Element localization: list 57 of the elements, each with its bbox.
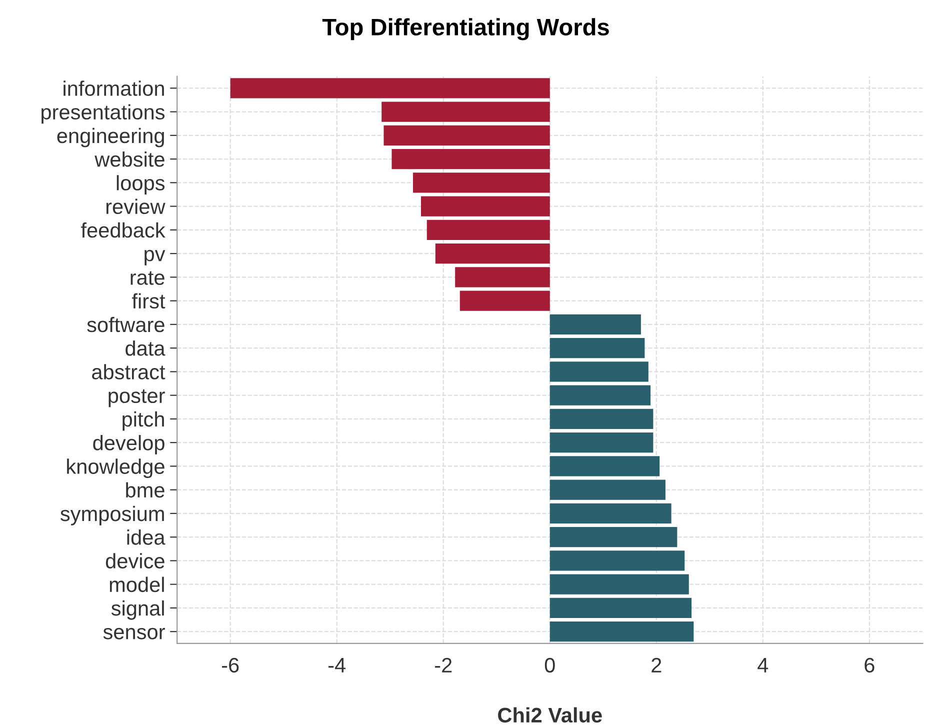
bar	[550, 503, 672, 524]
y-tick-label: device	[106, 553, 164, 568]
bar	[455, 267, 550, 288]
y-tick-label: develop	[93, 435, 164, 454]
y-tick-label: signal	[111, 600, 164, 620]
y-tick-label: pv	[144, 250, 166, 266]
y-tick-label: abstract	[92, 364, 166, 380]
chart-title: Top Differentiating Words	[322, 18, 609, 40]
y-tick-label: data	[126, 340, 166, 356]
x-tick-label: -2	[435, 658, 452, 672]
y-tick-label: presentations	[42, 104, 165, 124]
bar	[384, 125, 550, 146]
y-tick-label: idea	[127, 530, 166, 545]
x-tick-label: -6	[222, 658, 239, 673]
x-tick-label: 6	[864, 658, 874, 673]
x-tick-label: 0	[544, 658, 555, 673]
y-tick-label: bme	[126, 482, 164, 498]
y-tick-label: symposium	[60, 506, 164, 526]
bar	[550, 432, 654, 453]
bar	[550, 408, 654, 429]
bar	[382, 102, 550, 122]
bar	[421, 196, 550, 216]
bar	[426, 220, 550, 240]
y-tick-label: feedback	[81, 222, 166, 238]
y-tick-label: first	[132, 293, 166, 309]
bar	[550, 550, 685, 571]
bar	[230, 78, 550, 98]
y-tick-label: pitch	[122, 411, 164, 431]
bar	[550, 598, 692, 618]
y-tick-label: software	[87, 316, 164, 332]
x-axis-title: Chi2 Value	[498, 707, 602, 723]
bar	[413, 172, 550, 193]
x-tick-label: 4	[758, 658, 768, 672]
bar	[550, 362, 648, 382]
bar	[392, 148, 550, 170]
bar	[550, 527, 678, 548]
y-tick-label: model	[110, 576, 164, 592]
x-tick-label: -4	[328, 658, 346, 672]
y-tick-label: knowledge	[67, 458, 164, 478]
y-tick-label: rate	[130, 271, 164, 285]
bar	[550, 338, 645, 358]
x-tick-label: 2	[652, 658, 662, 672]
y-tick-label: information	[64, 80, 164, 96]
bar	[550, 574, 689, 594]
y-tick-label: loops	[116, 175, 165, 195]
y-tick-label: poster	[108, 389, 165, 408]
y-tick-label: sensor	[103, 628, 165, 640]
bar	[550, 480, 666, 500]
bar	[550, 456, 660, 476]
bar	[435, 244, 550, 264]
bar	[460, 290, 550, 311]
y-tick-label: website	[94, 151, 164, 167]
y-tick-label: engineering	[57, 128, 164, 148]
y-tick-label: review	[106, 198, 166, 214]
bar	[550, 314, 641, 334]
bar	[550, 622, 694, 642]
bar	[550, 385, 651, 406]
